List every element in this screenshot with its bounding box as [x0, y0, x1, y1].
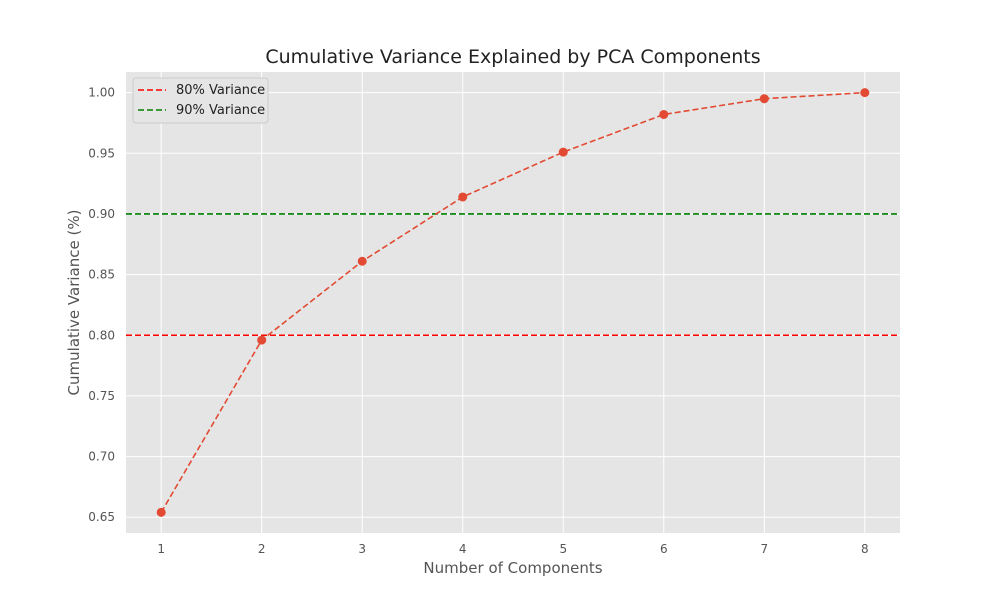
data-point — [860, 88, 870, 98]
data-point — [156, 507, 166, 517]
legend: 80% Variance 90% Variance — [132, 77, 269, 124]
x-tick-label: 6 — [660, 542, 668, 556]
x-tick-label: 1 — [157, 542, 165, 556]
y-tick-label: 0.75 — [88, 389, 115, 403]
y-tick-label: 0.70 — [88, 450, 115, 464]
y-tick-label: 1.00 — [88, 86, 115, 100]
y-tick-label: 0.65 — [88, 510, 115, 524]
y-tick-label: 0.95 — [88, 146, 115, 160]
plot-area — [126, 72, 900, 533]
data-point — [759, 94, 769, 104]
x-tick-label: 7 — [760, 542, 768, 556]
y-axis-label: Cumulative Variance (%) — [65, 210, 83, 396]
y-tick-label: 0.90 — [88, 207, 115, 221]
data-series — [156, 88, 870, 517]
data-point — [357, 256, 367, 266]
chart-title: Cumulative Variance Explained by PCA Com… — [265, 46, 760, 68]
y-tick-label: 0.80 — [88, 328, 115, 342]
x-tick-label: 3 — [358, 542, 366, 556]
data-point — [659, 109, 669, 119]
legend-box — [132, 77, 269, 124]
data-point — [458, 192, 468, 202]
x-tick-label: 5 — [559, 542, 567, 556]
x-axis-label: Number of Components — [423, 559, 602, 577]
axis-ticks: 1 2 3 4 5 6 7 8 0.65 0.70 0.75 0.80 0.85 0.90 0.95 1.00 — [88, 86, 868, 556]
legend-label-80-variance: 80% Variance — [176, 83, 265, 98]
series-line — [160, 91, 865, 513]
data-point — [558, 147, 568, 157]
reference-lines — [126, 213, 900, 337]
x-tick-label: 4 — [459, 542, 467, 556]
x-tick-label: 8 — [861, 542, 869, 556]
data-point — [257, 335, 267, 345]
y-tick-label: 0.85 — [88, 268, 115, 282]
legend-label-90-variance: 90% Variance — [176, 103, 265, 118]
x-tick-label: 2 — [258, 542, 266, 556]
